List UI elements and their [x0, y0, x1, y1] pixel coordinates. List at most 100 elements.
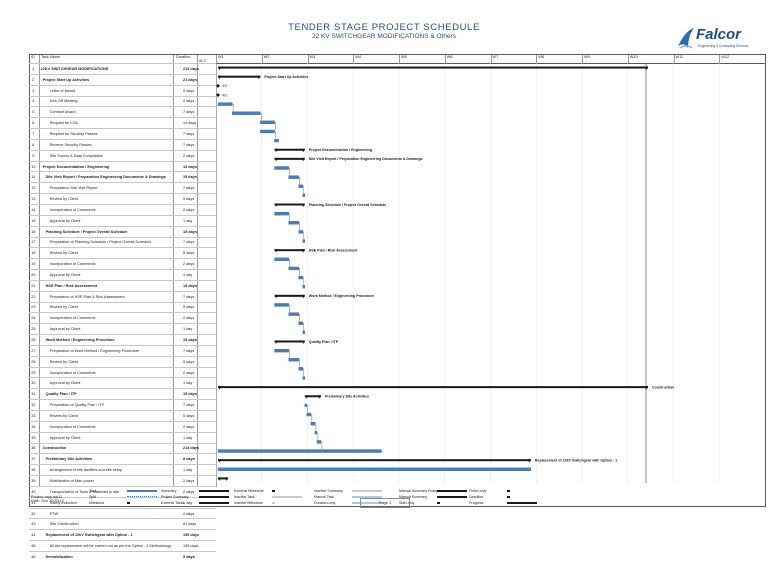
- dependency-link: [298, 222, 300, 230]
- task-row[interactable]: 5 Contract Award 7 days: [29, 106, 216, 118]
- task-row[interactable]: 31 Quality Plan / ITP 15 days: [29, 388, 216, 400]
- task-row[interactable]: 11 Site Visit Report / Preparation Engine…: [29, 171, 216, 183]
- column-header-task-name: Task Name: [41, 55, 60, 59]
- task-row[interactable]: 9 Site Survey & Data Compilation 2 days: [29, 149, 216, 162]
- summary-bar: [274, 249, 305, 252]
- bar-label: Preliminary Site Activities: [325, 395, 369, 399]
- task-duration: 7 days: [180, 106, 216, 118]
- task-duration: 15 days: [180, 171, 216, 183]
- summary-bar: [218, 66, 648, 69]
- task-duration: 2 days: [180, 420, 216, 433]
- task-row[interactable]: 45 All the replacement will be carried ou…: [29, 540, 216, 552]
- task-row[interactable]: 36 Construction 213 days: [29, 442, 216, 454]
- task-id: 2: [29, 73, 38, 86]
- task-row[interactable]: 30 Approval by Client 1 day: [29, 377, 216, 389]
- task-row[interactable]: 40 Transportation of Tools & Materials to…: [29, 485, 216, 498]
- task-duration: 5 days: [180, 410, 216, 422]
- summary-start-cap: [274, 249, 278, 253]
- task-row[interactable]: 8 Receive Security Passes 7 days: [29, 138, 216, 151]
- summary-bar: [218, 386, 648, 389]
- legend-item-split: Split: [89, 495, 157, 499]
- task-bar: [260, 120, 275, 124]
- task-row[interactable]: 3 Letter of Award 0 days: [29, 84, 216, 97]
- task-duration: 7 days: [180, 236, 216, 248]
- task-id: 5: [29, 106, 38, 118]
- summary-end-cap: [301, 249, 305, 253]
- task-name: Preliminary Site Activities: [37, 453, 181, 465]
- dependency-link: [302, 231, 304, 240]
- timescale-tick: [399, 55, 400, 63]
- legend-label: External Milestone: [234, 489, 264, 493]
- task-row[interactable]: 2 Project Start Up Activities 21 days: [29, 73, 216, 86]
- task-id: 20: [29, 269, 38, 281]
- task-row[interactable]: 21 HSE Plan / Risk Assessment 15 days: [29, 279, 216, 292]
- task-row[interactable]: 37 Preliminary Site Activities 8 days: [29, 453, 216, 465]
- legend-item-summary: Summary: [161, 489, 229, 493]
- task-bar: [288, 266, 299, 271]
- task-row[interactable]: 34 Incorporation of Comments 2 days: [29, 420, 216, 433]
- task-row[interactable]: 7 Request for Security Passes 7 days: [29, 128, 216, 140]
- task-id: 27: [29, 344, 38, 357]
- task-row[interactable]: 12 Preparation Site Visit Report 7 days: [29, 182, 216, 194]
- task-row[interactable]: 1 22KV SWITCHGEAR MODIFICATIONS 213 days: [29, 63, 216, 75]
- task-row[interactable]: 15 Approval by Client 1 day: [29, 214, 216, 227]
- task-row[interactable]: 13 Review by Client 5 days: [29, 193, 216, 205]
- task-row[interactable]: 39 Mobilization of Man-power 2 days: [29, 475, 216, 487]
- dependency-link: [298, 268, 300, 276]
- task-row[interactable]: 25 Approval by Client 1 day: [29, 323, 216, 335]
- task-row[interactable]: 44 Replacement of 22kV Switchgear with Op…: [29, 529, 216, 541]
- legend-label: Manual Summary: [399, 495, 428, 499]
- header-rule: [29, 63, 766, 64]
- task-row[interactable]: 26 Work Method / Engineering Procedure 15 …: [29, 334, 216, 346]
- task-bar: [298, 275, 303, 280]
- summary-bar: [218, 477, 229, 480]
- task-duration: 7 days: [180, 138, 216, 151]
- task-row[interactable]: 17 Preparation of Planning Schedule / Pro…: [29, 236, 216, 248]
- timescale-period: W11: [675, 55, 684, 59]
- task-name: Review by Client: [37, 193, 181, 205]
- task-row[interactable]: 33 Review by Client 5 days: [29, 410, 216, 422]
- task-row[interactable]: 35 Approval by Client 1 day: [29, 431, 216, 444]
- task-row[interactable]: 14 Incorporation of Comments 2 days: [29, 203, 216, 216]
- task-row[interactable]: 4 Kick Off Meeting 0 days: [29, 95, 216, 107]
- task-duration: 2 days: [180, 485, 216, 498]
- task-duration: 5 days: [180, 193, 216, 205]
- task-row[interactable]: 22 Preparation of HSE Plan & Risk Assessm…: [29, 290, 216, 303]
- task-row[interactable]: 24 Incorporation of Comments 2 days: [29, 312, 216, 324]
- dependency-link: [288, 350, 290, 358]
- timescale-period: W7: [492, 55, 499, 59]
- legend-item-inactive-summary: Inactive Summary: [314, 489, 382, 493]
- task-row[interactable]: 41 Safety induction 1 day: [29, 496, 216, 509]
- task-row[interactable]: 29 Incorporation of Comments 2 days: [29, 366, 216, 378]
- task-row[interactable]: 18 Review by Client 5 days: [29, 247, 216, 259]
- task-row[interactable]: 43 Site Construction 81 days: [29, 518, 216, 530]
- task-id: 6: [29, 117, 38, 129]
- task-duration: 7 days: [180, 399, 216, 411]
- task-row[interactable]: 19 Incorporation of Comments 2 days: [29, 258, 216, 270]
- task-duration: 213 days: [180, 442, 216, 454]
- task-row[interactable]: 27 Preparation of Work Method / Engineeri…: [29, 344, 216, 357]
- task-duration: 0 days: [180, 95, 216, 107]
- task-row[interactable]: 38 Arrangement of site facilities and sit…: [29, 464, 216, 476]
- summary-end-cap: [301, 148, 305, 153]
- task-bar: [217, 467, 532, 471]
- task-bar: [298, 367, 303, 371]
- task-duration: 7 days: [180, 182, 216, 194]
- summary-start-cap: [274, 203, 278, 208]
- task-row[interactable]: 42 PTW 2 days: [29, 507, 216, 519]
- task-row[interactable]: 16 Planning Schedule / Project Overall Sc…: [29, 225, 216, 237]
- legend-label: Progress: [469, 501, 484, 505]
- task-row[interactable]: 10 Project Documentation / Engineering 15 …: [29, 160, 216, 172]
- task-id: 8: [29, 138, 38, 151]
- legend-swatch: [272, 490, 275, 492]
- task-duration: 155 days: [180, 529, 216, 541]
- legend-label: Project Summary: [161, 495, 189, 499]
- task-row[interactable]: 20 Approval by Client 1 day: [29, 269, 216, 281]
- task-row[interactable]: 28 Review by Client 5 days: [29, 355, 216, 368]
- task-id: 38: [29, 464, 38, 476]
- task-row[interactable]: 32 Preparation of Quality Plan / ITP 7 day…: [29, 399, 216, 411]
- task-row[interactable]: 23 Review by Client 5 days: [29, 301, 216, 313]
- task-row[interactable]: 46 Demobilization 5 days: [29, 550, 216, 562]
- dependency-link: [302, 368, 304, 376]
- task-row[interactable]: 6 Request for LOA 14 days: [29, 117, 216, 129]
